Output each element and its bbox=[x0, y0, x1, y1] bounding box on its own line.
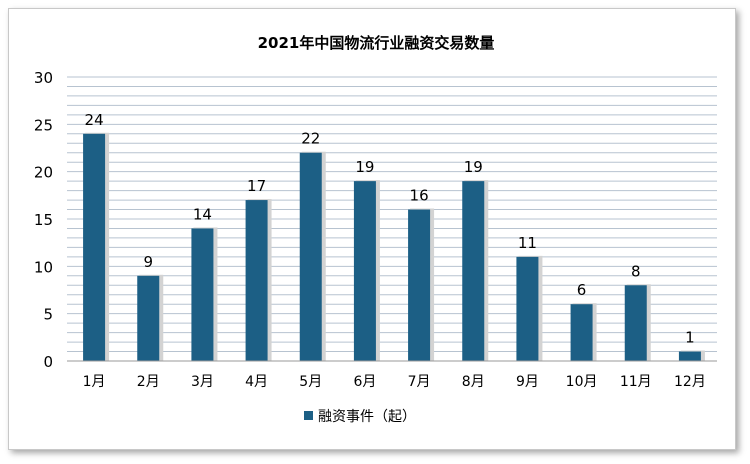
x-tick-label: 8月 bbox=[462, 374, 485, 390]
data-label: 8 bbox=[631, 262, 641, 280]
data-label: 19 bbox=[355, 158, 374, 176]
y-axis-ticks: 0 5 10 15 20 25 30 bbox=[34, 69, 53, 371]
x-tick-label: 7月 bbox=[408, 374, 431, 390]
bar bbox=[353, 181, 376, 361]
x-tick-label: 12月 bbox=[674, 374, 706, 390]
x-tick-label: 5月 bbox=[299, 374, 322, 390]
y-tick-label: 15 bbox=[34, 211, 53, 229]
x-tick-label: 9月 bbox=[516, 374, 539, 390]
legend-swatch bbox=[304, 411, 313, 420]
data-label: 16 bbox=[410, 187, 429, 205]
data-labels: 24 9 14 17 22 19 16 19 11 6 8 1 bbox=[85, 111, 695, 347]
chart-frame: 2021年中国物流行业融资交易数量 0 5 10 15 20 25 30 24 9 14 17 22… bbox=[8, 8, 736, 450]
y-tick-label: 30 bbox=[34, 69, 53, 87]
bar bbox=[678, 351, 701, 361]
bar bbox=[408, 209, 431, 361]
x-tick-label: 4月 bbox=[245, 374, 268, 390]
data-label: 24 bbox=[85, 111, 104, 129]
bar bbox=[516, 256, 539, 361]
data-label: 6 bbox=[577, 281, 587, 299]
data-label: 11 bbox=[518, 234, 537, 252]
x-axis-ticks: 1月 2月 3月 4月 5月 6月 7月 8月 9月 10月 11月 12月 bbox=[83, 374, 706, 390]
data-label: 9 bbox=[143, 253, 153, 271]
bar bbox=[462, 181, 485, 361]
x-tick-label: 1月 bbox=[83, 374, 106, 390]
y-tick-label: 5 bbox=[43, 306, 53, 324]
bar bbox=[191, 228, 214, 361]
y-tick-label: 20 bbox=[34, 164, 53, 182]
legend: 融资事件（起） bbox=[304, 409, 416, 425]
bar bbox=[624, 285, 647, 361]
data-label: 22 bbox=[301, 130, 320, 148]
x-tick-label: 2月 bbox=[137, 374, 160, 390]
data-label: 19 bbox=[464, 158, 483, 176]
bar bbox=[299, 152, 322, 361]
legend-label: 融资事件（起） bbox=[318, 409, 416, 425]
gridlines bbox=[67, 76, 717, 353]
bar bbox=[137, 275, 160, 361]
bar bbox=[570, 304, 593, 361]
bars bbox=[83, 132, 705, 361]
x-tick-label: 6月 bbox=[353, 374, 376, 390]
data-label: 14 bbox=[193, 205, 212, 223]
x-tick-label: 10月 bbox=[566, 374, 598, 390]
chart-title: 2021年中国物流行业融资交易数量 bbox=[258, 34, 495, 52]
data-label: 1 bbox=[685, 329, 695, 347]
x-tick-label: 11月 bbox=[620, 374, 652, 390]
bar bbox=[83, 133, 106, 361]
data-label: 17 bbox=[247, 177, 266, 195]
y-tick-label: 10 bbox=[34, 258, 53, 276]
x-tick-label: 3月 bbox=[191, 374, 214, 390]
y-tick-label: 25 bbox=[34, 116, 53, 134]
y-tick-label: 0 bbox=[43, 353, 53, 371]
bar-chart: 2021年中国物流行业融资交易数量 0 5 10 15 20 25 30 24 9 14 17 22… bbox=[34, 34, 717, 425]
bar bbox=[245, 200, 268, 361]
